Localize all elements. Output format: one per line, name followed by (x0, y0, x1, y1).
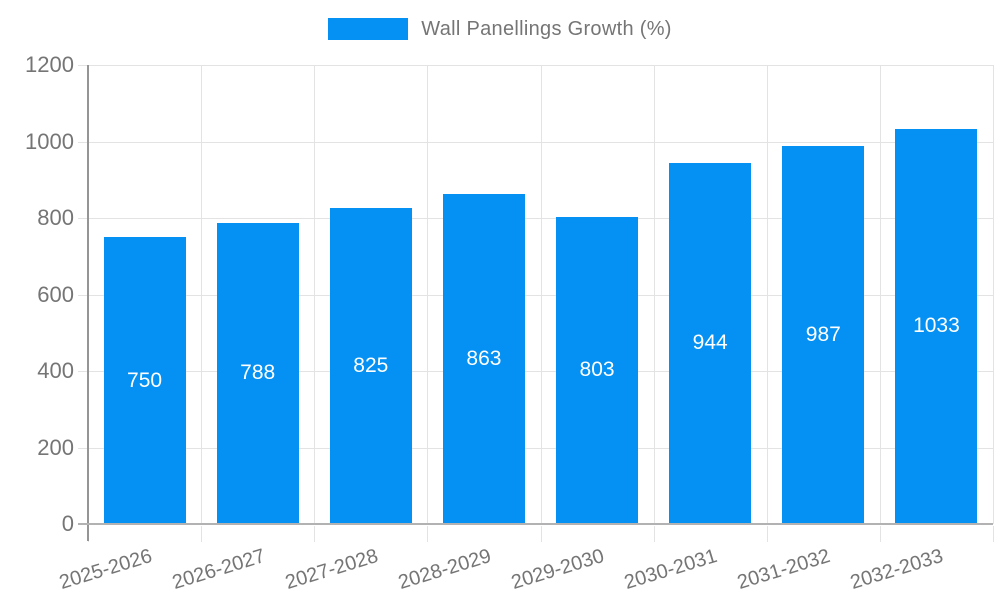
bar-value-label: 788 (240, 361, 276, 385)
y-axis-tick-label: 200 (37, 434, 74, 460)
gridline-vertical (993, 65, 994, 524)
bar-value-label: 1033 (913, 314, 960, 338)
bar-value-label: 944 (692, 331, 728, 355)
x-axis-tick (766, 526, 768, 542)
bar-2025-2026[interactable]: 750 (103, 237, 186, 523)
x-axis-line (78, 523, 993, 525)
y-axis-tick (78, 65, 88, 66)
x-axis-tick (993, 526, 994, 542)
bar-value-label: 863 (466, 346, 502, 370)
y-axis-tick-label: 1200 (25, 52, 74, 77)
legend-item[interactable]: Wall Panellings Growth (%) (328, 16, 671, 42)
y-axis-tick-label: 1000 (25, 128, 74, 154)
y-axis-line (87, 65, 89, 541)
bar-2028-2029[interactable]: 863 (442, 193, 525, 523)
bar-2031-2032[interactable]: 987 (782, 146, 865, 523)
legend-label: Wall Panellings Growth (%) (421, 18, 672, 40)
gridline-vertical (653, 65, 655, 524)
x-axis-tick (653, 526, 655, 542)
x-axis-tick (427, 526, 429, 542)
gridline-vertical (314, 65, 316, 524)
bar-value-label: 803 (579, 358, 615, 382)
bar-2029-2030[interactable]: 803 (556, 216, 639, 523)
y-axis-tick-label: 400 (37, 358, 74, 383)
bar-value-label: 750 (127, 368, 163, 392)
x-axis-tick (201, 526, 203, 542)
x-axis-tick (314, 526, 316, 542)
x-axis-tick (540, 526, 542, 542)
y-axis-tick (78, 371, 88, 372)
gridline-vertical (540, 65, 542, 524)
bar-2030-2031[interactable]: 944 (669, 162, 752, 523)
y-axis-tick (78, 447, 88, 449)
legend-swatch (328, 18, 409, 40)
bar-value-label: 987 (805, 323, 841, 347)
chart-legend: Wall Panellings Growth (%) (0, 16, 1000, 42)
y-axis-tick-label: 800 (37, 205, 74, 230)
gridline-vertical (879, 65, 881, 524)
y-axis-tick-label: 0 (61, 511, 74, 536)
y-axis-tick-label: 600 (37, 281, 74, 307)
y-axis-tick (78, 141, 88, 143)
gridline-vertical (427, 65, 429, 524)
bar-2026-2027[interactable]: 788 (216, 222, 299, 523)
y-axis-tick (78, 218, 88, 219)
bar-2032-2033[interactable]: 1033 (895, 128, 978, 523)
x-axis-tick (879, 526, 881, 542)
gridline-vertical (201, 65, 203, 524)
bar-value-label: 825 (353, 354, 389, 378)
gridline-vertical (766, 65, 768, 524)
bar-2027-2028[interactable]: 825 (329, 208, 412, 523)
y-axis-tick (78, 294, 88, 296)
